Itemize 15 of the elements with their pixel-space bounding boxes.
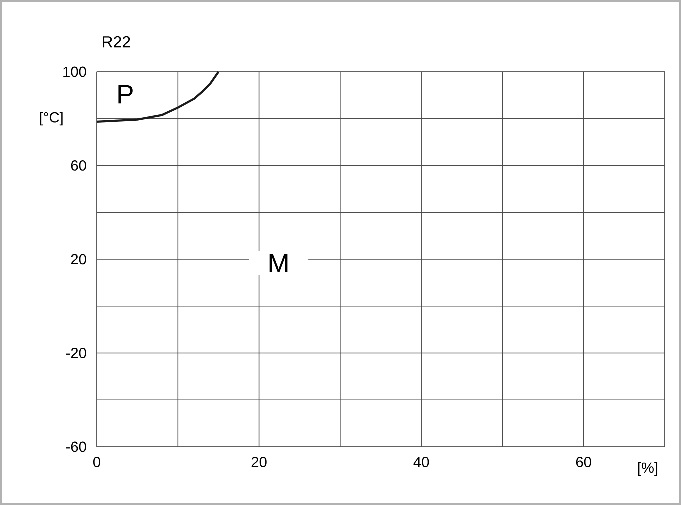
y-tick-label: -60 <box>66 442 86 452</box>
y-tick-label: 20 <box>71 254 86 265</box>
chart-title: R22 <box>103 36 130 48</box>
x-tick-label: 40 <box>414 457 430 468</box>
x-tick-label: 0 <box>93 457 100 468</box>
x-tick-label: 60 <box>576 457 592 468</box>
line-series <box>96 70 220 123</box>
y-tick-label: -20 <box>66 348 86 358</box>
y-tick-label: 60 <box>71 160 86 171</box>
y-axis-title: [°C] <box>40 112 63 126</box>
annotation: M <box>270 254 288 272</box>
annotation: P <box>118 85 133 104</box>
x-axis-title: [%] <box>638 462 658 476</box>
y-tick-label: 100 <box>64 66 86 78</box>
x-tick-label: 20 <box>252 457 267 468</box>
